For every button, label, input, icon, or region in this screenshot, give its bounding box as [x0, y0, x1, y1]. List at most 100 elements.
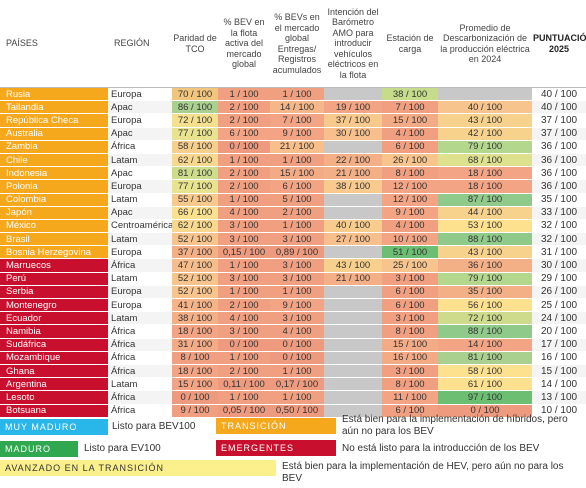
legend-mature-label: Maduro	[5, 444, 51, 454]
charging-cell: 8 / 100	[382, 377, 438, 391]
charging-cell: 25 / 100	[382, 258, 438, 273]
country-cell: Lesoto	[0, 390, 108, 404]
country-cell: Marruecos	[0, 258, 108, 273]
region-cell: Apac	[108, 166, 172, 180]
table-row: Japón Apac 66 / 100 4 / 100 2 / 100 9 / 100 44…	[0, 205, 586, 220]
amo-cell	[324, 205, 382, 220]
decarb-cell: 43 / 100	[438, 245, 533, 259]
charging-cell: 26 / 100	[382, 152, 438, 167]
table-row: Ecuador Latam 38 / 100 4 / 100 3 / 100 3 / 10…	[0, 311, 586, 325]
bev-fleet-cell: 3 / 100	[218, 232, 270, 246]
charging-cell: 7 / 100	[382, 100, 438, 114]
bev-fleet-cell: 2 / 100	[218, 100, 270, 114]
amo-cell	[324, 139, 382, 154]
amo-cell	[324, 363, 382, 378]
bev-market-cell: 15 / 100	[270, 166, 324, 180]
decarb-cell: 14 / 100	[438, 337, 533, 352]
bev-market-cell: 0,17 / 100	[270, 377, 324, 391]
header-bev-fleet: % BEV en la flota activa del mercado glo…	[218, 0, 270, 88]
country-cell: Argentina	[0, 377, 108, 391]
tco-cell: 8 / 100	[172, 350, 218, 365]
amo-cell	[324, 86, 382, 101]
amo-cell	[324, 350, 382, 365]
score-cell: 40 / 100	[532, 100, 586, 114]
table-row: República Checa Europa 72 / 100 2 / 100 7 / …	[0, 113, 586, 128]
region-cell: Latam	[108, 311, 172, 325]
charging-cell: 4 / 100	[382, 126, 438, 141]
tco-cell: 62 / 100	[172, 152, 218, 167]
bev-market-cell: 6 / 100	[270, 179, 324, 193]
readiness-table: PAÍSES REGIÓN Paridad de TCO % BEV en la…	[0, 0, 586, 417]
legend-mature-desc: Listo para EV100	[84, 443, 161, 454]
amo-cell: 38 / 100	[324, 179, 382, 193]
tco-cell: 41 / 100	[172, 297, 218, 312]
table-row: Chile Latam 62 / 100 1 / 100 1 / 100 22 / 100…	[0, 152, 586, 167]
amo-cell: 21 / 100	[324, 166, 382, 180]
bev-fleet-cell: 6 / 100	[218, 126, 270, 141]
amo-cell	[324, 297, 382, 312]
table-row: Rusia Europa 70 / 100 1 / 100 1 / 100 38 / 10…	[0, 86, 586, 101]
tco-cell: 0 / 100	[172, 390, 218, 404]
country-cell: Ghana	[0, 363, 108, 378]
bev-market-cell: 21 / 100	[270, 139, 324, 154]
score-cell: 16 / 100	[532, 350, 586, 365]
table-row: Botsuana África 9 / 100 0,05 / 100 0,50 / 10…	[0, 403, 586, 417]
country-cell: Botsuana	[0, 403, 108, 417]
legend-transition-swatch: Transición	[216, 418, 336, 434]
charging-cell: 6 / 100	[382, 297, 438, 312]
legend-transition-desc: Está bien para la implementación de híbr…	[342, 414, 568, 437]
table-row: Perú Latam 52 / 100 3 / 100 3 / 100 21 / 100 3…	[0, 271, 586, 286]
bev-market-cell: 14 / 100	[270, 100, 324, 114]
amo-cell: 30 / 100	[324, 126, 382, 141]
legend-very-mature-label: Muy maduro	[5, 422, 78, 432]
score-cell: 37 / 100	[532, 126, 586, 141]
score-cell: 20 / 100	[532, 324, 586, 339]
tco-cell: 58 / 100	[172, 139, 218, 154]
legend-very-mature-desc: Listo para BEV100	[112, 421, 196, 432]
bev-fleet-cell: 0,15 / 100	[218, 245, 270, 259]
decarb-cell: 97 / 100	[438, 390, 533, 404]
bev-fleet-cell: 3 / 100	[218, 218, 270, 233]
legend-very-mature-swatch: Muy maduro	[0, 419, 108, 435]
decarb-cell: 88 / 100	[438, 324, 533, 339]
country-cell: Rusia	[0, 86, 108, 101]
bev-market-cell: 3 / 100	[270, 311, 324, 325]
region-cell: África	[108, 324, 172, 339]
region-cell: Apac	[108, 205, 172, 220]
region-cell: Europa	[108, 86, 172, 101]
legend-advanced-label: Avanzado en la transición	[5, 463, 165, 473]
decarb-cell: 81 / 100	[438, 350, 533, 365]
tco-cell: 52 / 100	[172, 232, 218, 246]
region-cell: Latam	[108, 232, 172, 246]
country-cell: República Checa	[0, 113, 108, 128]
region-cell: Europa	[108, 297, 172, 312]
bev-fleet-cell: 3 / 100	[218, 324, 270, 339]
table-row: Tailandia Apac 86 / 100 2 / 100 14 / 100 19 /…	[0, 100, 586, 114]
tco-cell: 15 / 100	[172, 377, 218, 391]
bev-fleet-cell: 2 / 100	[218, 297, 270, 312]
decarb-cell: 36 / 100	[438, 258, 533, 273]
bev-fleet-cell: 4 / 100	[218, 205, 270, 220]
header-tco: Paridad de TCO	[172, 0, 218, 88]
amo-cell	[324, 324, 382, 339]
charging-cell: 8 / 100	[382, 166, 438, 180]
amo-cell	[324, 337, 382, 352]
legend-emerging-desc: No está listo para la introducción de lo…	[342, 443, 540, 454]
amo-cell	[324, 284, 382, 299]
header-paises: PAÍSES	[0, 0, 108, 88]
region-cell: África	[108, 350, 172, 365]
charging-cell: 16 / 100	[382, 350, 438, 365]
score-cell: 25 / 100	[532, 297, 586, 312]
table-row: Australia Apac 77 / 100 6 / 100 9 / 100 30 / …	[0, 126, 586, 141]
bev-fleet-cell: 1 / 100	[218, 284, 270, 299]
decarb-cell: 79 / 100	[438, 139, 533, 154]
decarb-cell: 53 / 100	[438, 218, 533, 233]
table-row: Zambia África 58 / 100 0 / 100 21 / 100 6 / 1…	[0, 139, 586, 154]
score-cell: 24 / 100	[532, 311, 586, 325]
country-cell: Tailandia	[0, 100, 108, 114]
decarb-cell: 0 / 100	[438, 403, 533, 417]
country-cell: Zambia	[0, 139, 108, 154]
amo-cell: 27 / 100	[324, 232, 382, 246]
decarb-cell	[438, 86, 533, 101]
